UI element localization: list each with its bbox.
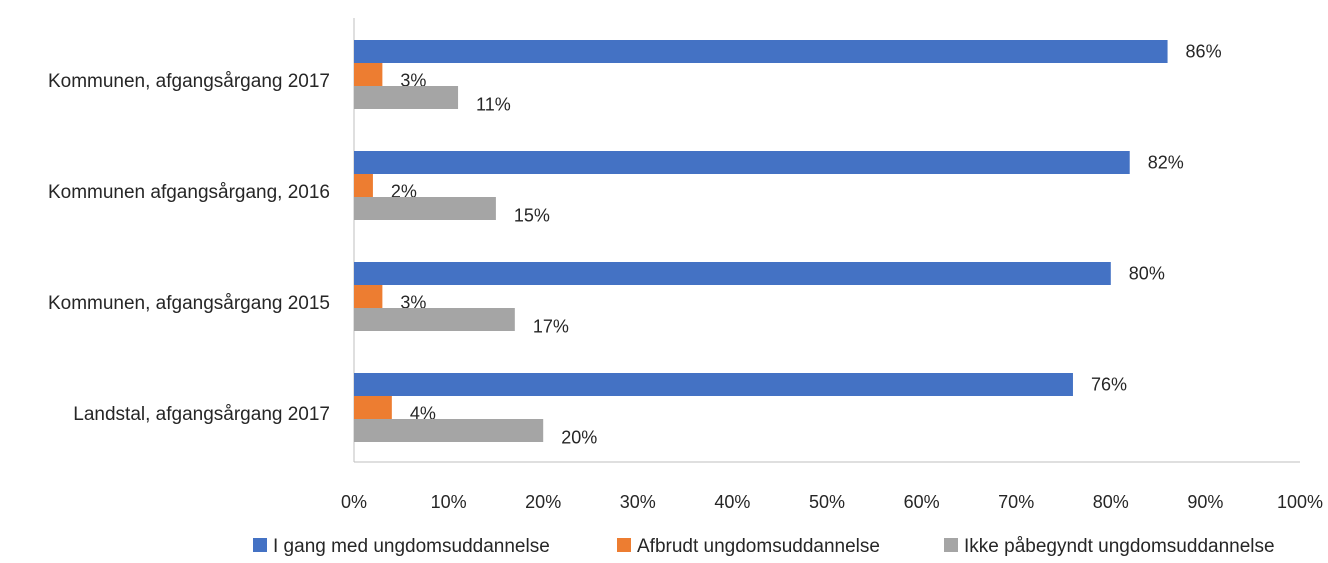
x-tick-label: 100% [1277,492,1323,512]
data-label: 86% [1186,42,1222,62]
bar [354,373,1073,396]
legend-label: Afbrudt ungdomsuddannelse [637,536,880,557]
bar [354,86,459,109]
x-tick-label: 60% [904,492,940,512]
legend-swatch [944,538,958,552]
category-label: Landstal, afgangsårgang 2017 [73,404,330,425]
bar [354,197,496,220]
x-tick-label: 40% [714,492,750,512]
bar [354,419,544,442]
data-label: 3% [400,293,426,313]
bar [354,174,373,197]
bar [354,151,1130,174]
x-tick-label: 0% [341,492,367,512]
data-label: 17% [533,317,569,337]
data-label: 2% [391,182,417,202]
bar [354,40,1168,63]
legend-swatch [253,538,267,552]
legend-label: Ikke påbegyndt ungdomsuddannelse [964,536,1275,557]
x-tick-label: 20% [525,492,561,512]
x-tick-label: 70% [998,492,1034,512]
data-label: 11% [476,95,511,115]
data-label: 76% [1091,375,1127,395]
bar [354,396,392,419]
data-label: 80% [1129,264,1165,284]
bar [354,262,1111,285]
x-tick-label: 90% [1187,492,1223,512]
legend-label: I gang med ungdomsuddannelse [273,536,550,557]
x-tick-label: 80% [1093,492,1129,512]
category-label: Kommunen afgangsårgang, 2016 [48,182,330,203]
data-label: 20% [561,428,597,448]
bar [354,63,383,86]
x-tick-label: 30% [620,492,656,512]
x-tick-label: 10% [431,492,467,512]
data-label: 3% [400,71,426,91]
data-label: 15% [514,206,550,226]
category-label: Kommunen, afgangsårgang 2015 [48,293,330,314]
bar [354,308,515,331]
category-label: Kommunen, afgangsårgang 2017 [48,71,330,92]
data-label: 82% [1148,153,1184,173]
bar [354,285,383,308]
legend-swatch [617,538,631,552]
data-label: 4% [410,404,436,424]
x-tick-label: 50% [809,492,845,512]
